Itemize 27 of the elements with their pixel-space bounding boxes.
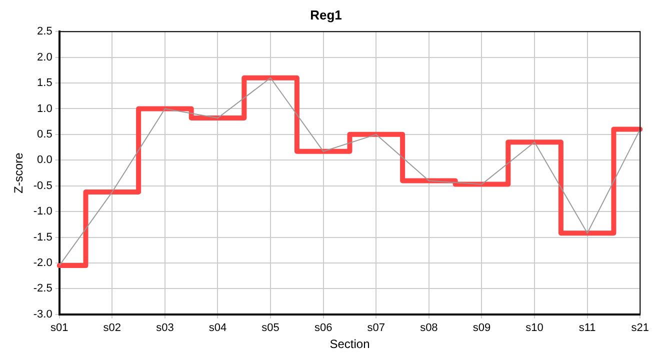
chart-title: Reg1 (310, 7, 342, 22)
x-tick-label: s21 (631, 322, 650, 334)
y-tick-label: -2.0 (33, 257, 52, 270)
x-tick-label: s02 (103, 322, 122, 334)
y-tick-label: 1.0 (37, 102, 52, 115)
x-tick-label: s04 (208, 322, 227, 334)
x-tick-label: s05 (262, 322, 280, 334)
y-tick-label: -0.5 (33, 180, 52, 192)
x-tick-label: s09 (472, 322, 491, 334)
y-tick-label: -3.0 (33, 308, 52, 320)
y-tick-label: 0.0 (37, 154, 52, 166)
y-axis-title: Z-score (12, 152, 26, 194)
x-tick-label: s08 (420, 322, 438, 334)
x-tick-label: s03 (156, 322, 174, 334)
x-axis-title: Section (330, 337, 370, 352)
y-tick-label: -1.5 (33, 231, 52, 244)
y-tick-label: -2.5 (33, 282, 52, 295)
y-tick-label: 1.5 (37, 77, 52, 90)
y-tick-label: -1.0 (33, 206, 52, 218)
x-tick-label: s11 (578, 322, 596, 334)
y-tick-label: 0.5 (37, 128, 52, 140)
y-tick-label: 2.0 (37, 51, 52, 64)
x-tick-label: s01 (50, 322, 68, 334)
x-tick-label: s07 (367, 322, 386, 334)
x-tick-label: s06 (314, 322, 332, 334)
x-tick-label: s10 (526, 322, 544, 334)
y-tick-label: 2.5 (37, 26, 52, 38)
